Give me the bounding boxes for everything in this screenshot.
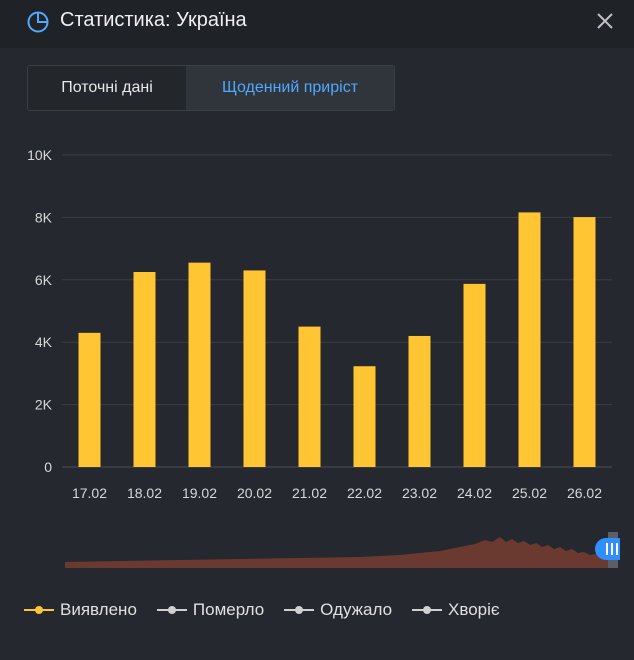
bar-24.02[interactable] <box>463 283 486 467</box>
x-tick-label: 25.02 <box>512 485 547 501</box>
legend-item-active[interactable]: Хворіє <box>412 600 500 620</box>
x-tick-label: 17.02 <box>72 485 107 501</box>
x-tick-label: 19.02 <box>182 485 217 501</box>
tab-daily-growth[interactable]: Щоденний приріст <box>186 66 394 110</box>
x-tick-label: 26.02 <box>567 485 602 501</box>
bar-20.02[interactable] <box>243 270 266 467</box>
x-tick-label: 20.02 <box>237 485 272 501</box>
bar-17.02[interactable] <box>78 332 101 467</box>
legend-line-marker-icon <box>24 606 54 614</box>
x-tick-label: 21.02 <box>292 485 327 501</box>
bar-21.02[interactable] <box>298 326 321 467</box>
legend-label: Виявлено <box>60 600 137 619</box>
bar-22.02[interactable] <box>353 366 376 467</box>
range-navigator[interactable] <box>60 532 620 576</box>
window-header: Статистика: Україна <box>0 0 634 48</box>
legend-label: Померло <box>192 600 265 619</box>
bar-18.02[interactable] <box>133 272 156 467</box>
y-tick-label: 10K <box>27 147 53 163</box>
view-tabs: Поточні дані Щоденний приріст <box>27 65 395 111</box>
y-tick-label: 6K <box>35 272 53 288</box>
x-tick-label: 24.02 <box>457 485 492 501</box>
y-tick-label: 4K <box>35 334 53 350</box>
bar-23.02[interactable] <box>408 335 431 467</box>
bar-26.02[interactable] <box>573 217 596 467</box>
legend-item-recovered[interactable]: Одужало <box>284 600 392 620</box>
tab-current-data[interactable]: Поточні дані <box>61 79 153 96</box>
legend-line-marker-icon <box>412 606 443 614</box>
legend-line-marker-icon <box>156 606 187 614</box>
legend-label: Одужало <box>320 600 393 619</box>
bar-19.02[interactable] <box>188 262 211 467</box>
x-tick-label: 23.02 <box>402 485 437 501</box>
y-tick-label: 0 <box>44 459 52 475</box>
window-title: Статистика: Україна <box>60 9 247 31</box>
legend-line-marker-icon <box>284 606 315 614</box>
legend-item-deaths[interactable]: Померло <box>156 600 265 620</box>
close-icon[interactable] <box>594 10 616 32</box>
legend-label: Хворіє <box>448 600 500 619</box>
chart-legend: Виявлено Померло Одужало Хворіє <box>24 600 500 620</box>
daily-bar-chart: 0 2K 4K 6K 8K 10K 17.02 18.02 19.02 20.02 21.02 22.… <box>27 147 612 501</box>
y-tick-label: 8K <box>35 209 53 225</box>
x-tick-label: 22.02 <box>347 485 382 501</box>
legend-item-detected[interactable]: Виявлено <box>24 600 137 620</box>
y-tick-label: 2K <box>35 397 53 413</box>
navigator-handle[interactable] <box>595 538 620 560</box>
navigator-area <box>65 537 612 568</box>
x-tick-label: 18.02 <box>127 485 162 501</box>
bar-25.02[interactable] <box>518 212 541 467</box>
pie-chart-icon <box>27 11 49 33</box>
